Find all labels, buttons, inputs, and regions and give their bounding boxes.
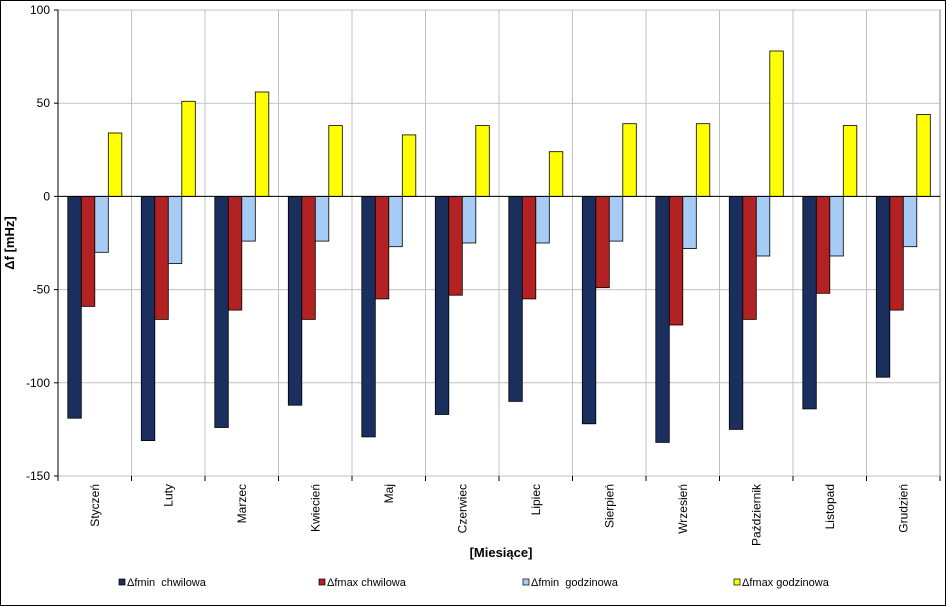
x-category-label: Maj	[382, 484, 396, 503]
bar	[401, 134, 417, 197]
x-category-label: Marzec	[235, 484, 249, 523]
bar	[889, 195, 904, 311]
bar	[842, 125, 858, 197]
bar	[728, 195, 744, 430]
bar	[695, 123, 711, 197]
y-tick-label: -50	[33, 283, 51, 297]
x-category-label: Wrzesień	[676, 484, 690, 534]
bar	[815, 195, 831, 294]
bar	[755, 195, 771, 257]
bar	[461, 195, 477, 244]
bar	[328, 125, 343, 197]
legend: Δfmin chwilowa Δfmax chwilowa Δfmin godzin…	[118, 577, 830, 589]
bar	[167, 195, 183, 264]
bar	[448, 195, 463, 296]
bar	[94, 195, 109, 253]
x-category-label: Luty	[161, 484, 175, 507]
bar	[475, 125, 490, 197]
bar	[434, 195, 450, 415]
bar	[140, 195, 156, 441]
x-category-labels: Styczeń Luty Marzec Kwiecień Maj Czerwiec Lipi…	[88, 483, 911, 546]
bar	[254, 91, 270, 197]
legend-swatch	[733, 578, 741, 586]
bar	[388, 195, 403, 248]
bar	[301, 195, 316, 320]
bar	[361, 195, 376, 438]
legend-label: Δfmin chwilowa	[127, 577, 207, 589]
legend-label: Δfmin godzinowa	[531, 577, 619, 589]
y-tick-label: -100	[26, 376, 50, 390]
bar	[154, 195, 169, 320]
bar	[916, 114, 931, 197]
y-tick-label: 100	[30, 3, 50, 17]
legend-swatch	[318, 578, 326, 586]
bar	[80, 195, 96, 307]
y-tick-label: 50	[37, 96, 51, 110]
bar	[802, 195, 817, 410]
bar	[374, 195, 390, 300]
bar	[214, 195, 229, 428]
x-category-label: Grudzień	[896, 484, 910, 533]
legend-label: Δfmax chwilowa	[327, 577, 407, 589]
bar	[742, 195, 757, 320]
bar	[875, 195, 891, 378]
bar	[241, 195, 256, 242]
x-category-label: Sierpień	[602, 484, 616, 528]
legend-label: Δfmax godzinowa	[742, 577, 830, 589]
x-category-label: Październik	[749, 483, 763, 546]
bar	[682, 195, 697, 249]
y-axis-title: Δf [mHz]	[2, 216, 17, 269]
y-tick-label: -150	[26, 469, 50, 483]
bar	[548, 151, 564, 197]
x-category-label: Listopad	[823, 484, 837, 529]
bar	[287, 195, 303, 406]
bar	[608, 195, 624, 242]
x-category-label: Czerwiec	[455, 484, 469, 533]
bar	[508, 195, 523, 402]
x-axis-title: [Miesiące]	[470, 545, 533, 560]
bar	[107, 132, 123, 197]
bar	[769, 50, 784, 197]
legend-swatch	[522, 578, 530, 586]
y-tick-labels: 100 50 0 -50 -100 -150	[26, 3, 50, 483]
bar	[314, 195, 330, 242]
bar	[521, 195, 537, 300]
bar	[622, 123, 637, 197]
legend-swatch	[118, 578, 126, 586]
axes	[54, 9, 941, 481]
x-category-label: Lipiec	[529, 484, 543, 515]
bar	[67, 195, 82, 419]
bar	[668, 195, 684, 326]
bar	[595, 195, 610, 289]
x-category-label: Kwiecień	[308, 484, 322, 532]
y-tick-label: 0	[43, 189, 50, 203]
bar	[829, 195, 844, 257]
bar	[181, 100, 196, 197]
bar	[581, 195, 597, 425]
bar	[902, 195, 918, 248]
bar	[227, 195, 243, 311]
bar	[655, 195, 670, 443]
bar	[535, 195, 550, 244]
x-category-label: Styczeń	[88, 484, 102, 527]
